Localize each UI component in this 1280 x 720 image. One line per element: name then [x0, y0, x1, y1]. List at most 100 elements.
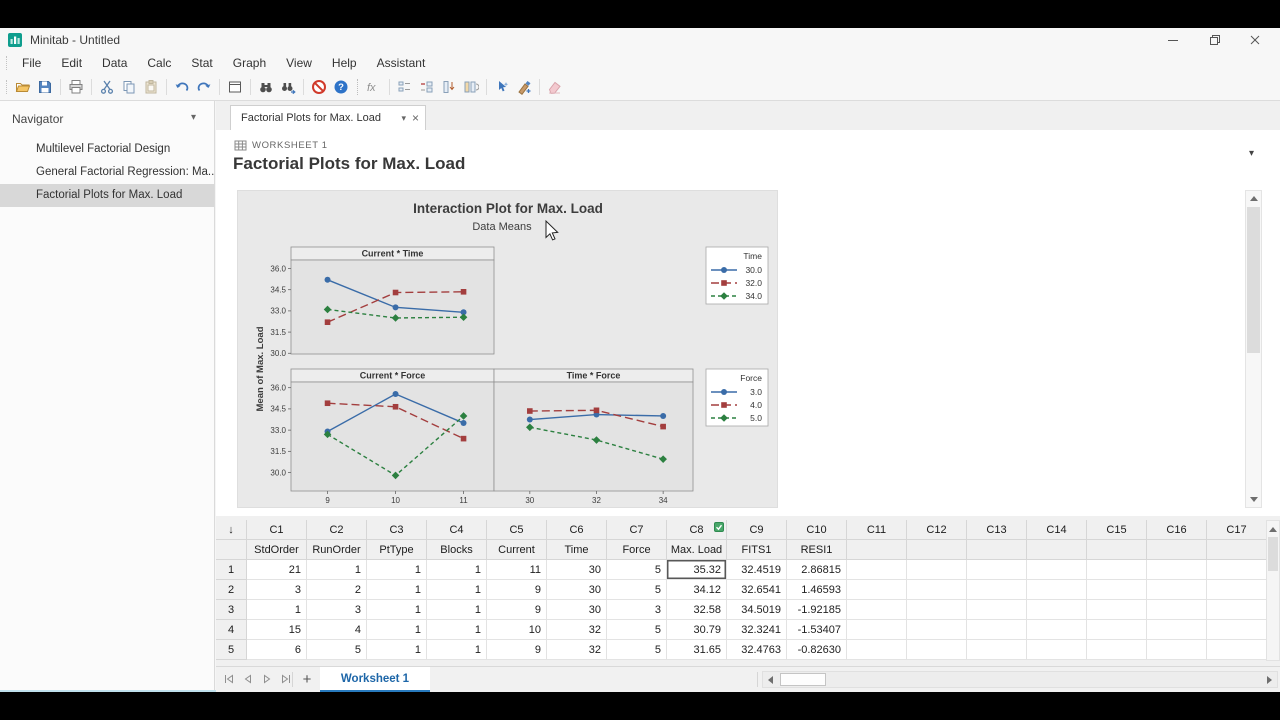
menu-view[interactable]: View	[286, 56, 312, 70]
cell-C17-r2[interactable]	[1207, 580, 1267, 600]
column-header-C13[interactable]: C13	[967, 520, 1027, 540]
cell-C1-r1[interactable]: 21	[247, 560, 307, 580]
column-header-C7[interactable]: C7	[607, 520, 667, 540]
delete-cells-icon[interactable]	[416, 76, 438, 98]
tab-chevron-down-icon[interactable]: ▾	[401, 112, 406, 123]
cell-C2-r1[interactable]: 1	[307, 560, 367, 580]
column-name-C4[interactable]: Blocks	[427, 540, 487, 560]
column-name-C5[interactable]: Current	[487, 540, 547, 560]
table-scroll-up-icon[interactable]	[1267, 523, 1279, 535]
copy-icon[interactable]	[118, 76, 140, 98]
cell-C3-r1[interactable]: 1	[367, 560, 427, 580]
row-header-3[interactable]: 3	[216, 600, 247, 620]
table-scrollbar-thumb[interactable]	[1268, 537, 1278, 571]
redo-icon[interactable]	[193, 76, 215, 98]
tab-factorial-plots[interactable]: Factorial Plots for Max. Load ▾ ×	[230, 105, 426, 130]
close-button[interactable]	[1240, 30, 1270, 50]
open-icon[interactable]	[12, 76, 34, 98]
column-name-C9[interactable]: FITS1	[727, 540, 787, 560]
help-icon[interactable]: ?	[330, 76, 352, 98]
scroll-left-icon[interactable]	[763, 672, 778, 687]
print-icon[interactable]	[65, 76, 87, 98]
cell-C14-r4[interactable]	[1027, 620, 1087, 640]
column-name-C10[interactable]: RESI1	[787, 540, 847, 560]
cell-C15-r2[interactable]	[1087, 580, 1147, 600]
scroll-right-icon[interactable]	[1262, 672, 1277, 687]
cell-C4-r5[interactable]: 1	[427, 640, 487, 660]
cell-C17-r4[interactable]	[1207, 620, 1267, 640]
worksheet-tab[interactable]: Worksheet 1	[320, 667, 430, 692]
graph-editor-icon[interactable]	[513, 76, 535, 98]
last-worksheet-button[interactable]	[277, 670, 294, 688]
cell-C12-r3[interactable]	[907, 600, 967, 620]
edit-last-dialog-icon[interactable]	[491, 76, 513, 98]
column-name-C3[interactable]: PtType	[367, 540, 427, 560]
erase-icon[interactable]	[544, 76, 566, 98]
cell-C11-r4[interactable]	[847, 620, 907, 640]
first-worksheet-button[interactable]	[220, 670, 237, 688]
cell-C17-r3[interactable]	[1207, 600, 1267, 620]
cell-C15-r1[interactable]	[1087, 560, 1147, 580]
cell-C2-r3[interactable]: 3	[307, 600, 367, 620]
menu-help[interactable]: Help	[331, 56, 357, 70]
find-next-icon[interactable]	[277, 76, 299, 98]
column-name-C16[interactable]	[1147, 540, 1207, 560]
cell-C11-r5[interactable]	[847, 640, 907, 660]
cell-C14-r5[interactable]	[1027, 640, 1087, 660]
cell-C16-r5[interactable]	[1147, 640, 1207, 660]
cell-C16-r2[interactable]	[1147, 580, 1207, 600]
navigator-item-3[interactable]: Factorial Plots for Max. Load	[0, 184, 214, 207]
cell-C4-r2[interactable]: 1	[427, 580, 487, 600]
cell-C5-r2[interactable]: 9	[487, 580, 547, 600]
cell-C11-r1[interactable]	[847, 560, 907, 580]
cell-C16-r4[interactable]	[1147, 620, 1207, 640]
insert-cells-icon[interactable]	[394, 76, 416, 98]
cell-C1-r4[interactable]: 15	[247, 620, 307, 640]
menu-edit[interactable]: Edit	[61, 56, 83, 70]
cell-C17-r5[interactable]	[1207, 640, 1267, 660]
previous-worksheet-button[interactable]	[239, 670, 256, 688]
menu-graph[interactable]: Graph	[232, 56, 267, 70]
navigator-item-2[interactable]: General Factorial Regression: Ma...	[36, 166, 214, 178]
cell-C15-r4[interactable]	[1087, 620, 1147, 640]
cell-C2-r4[interactable]: 4	[307, 620, 367, 640]
cell-C16-r1[interactable]	[1147, 560, 1207, 580]
column-header-C5[interactable]: C5	[487, 520, 547, 540]
column-header-C1[interactable]: C1	[247, 520, 307, 540]
cell-C9-r1[interactable]: 32.4519	[727, 560, 787, 580]
cell-C14-r1[interactable]	[1027, 560, 1087, 580]
cell-C12-r1[interactable]	[907, 560, 967, 580]
scrollbar-thumb[interactable]	[1247, 207, 1260, 353]
column-name-C7[interactable]: Force	[607, 540, 667, 560]
column-header-C6[interactable]: C6	[547, 520, 607, 540]
output-scrollbar[interactable]	[1245, 190, 1262, 508]
column-name-C17[interactable]	[1207, 540, 1267, 560]
cut-icon[interactable]	[96, 76, 118, 98]
column-header-C9[interactable]: C9	[727, 520, 787, 540]
menu-file[interactable]: File	[22, 56, 42, 70]
cell-C13-r2[interactable]	[967, 580, 1027, 600]
cell-C7-r2[interactable]: 5	[607, 580, 667, 600]
cell-C8-r2[interactable]: 34.12	[667, 580, 727, 600]
interaction-plot-figure[interactable]: Interaction Plot for Max. Load Data Means…	[237, 190, 778, 508]
cell-C17-r1[interactable]	[1207, 560, 1267, 580]
formula-icon[interactable]: fx	[363, 76, 385, 98]
cell-C7-r4[interactable]: 5	[607, 620, 667, 640]
cell-C6-r2[interactable]: 30	[547, 580, 607, 600]
cell-C13-r3[interactable]	[967, 600, 1027, 620]
cell-C7-r1[interactable]: 5	[607, 560, 667, 580]
cell-C9-r5[interactable]: 32.4763	[727, 640, 787, 660]
cell-C5-r3[interactable]: 9	[487, 600, 547, 620]
cell-C6-r5[interactable]: 32	[547, 640, 607, 660]
cell-C12-r2[interactable]	[907, 580, 967, 600]
cell-C10-r1[interactable]: 2.86815	[787, 560, 847, 580]
column-name-C6[interactable]: Time	[547, 540, 607, 560]
cell-C10-r2[interactable]: 1.46593	[787, 580, 847, 600]
menu-calc[interactable]: Calc	[147, 56, 172, 70]
column-name-C13[interactable]	[967, 540, 1027, 560]
navigator-item-1[interactable]: Multilevel Factorial Design	[36, 143, 171, 155]
cell-C8-r3[interactable]: 32.58	[667, 600, 727, 620]
cell-C9-r3[interactable]: 34.5019	[727, 600, 787, 620]
cell-C5-r4[interactable]: 10	[487, 620, 547, 640]
cell-C11-r2[interactable]	[847, 580, 907, 600]
